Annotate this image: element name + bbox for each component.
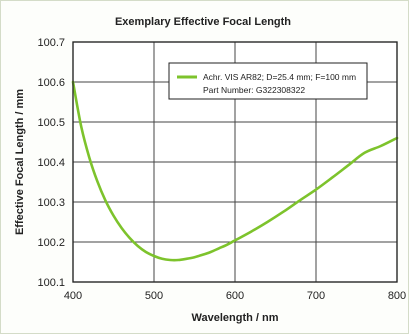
- x-tick-label: 400: [64, 290, 82, 302]
- y-axis-label: Effective Focal Length / mm: [14, 89, 26, 235]
- y-tick-label: 100.4: [37, 157, 65, 169]
- x-tick-label: 800: [388, 290, 406, 302]
- y-tick-label: 100.3: [37, 197, 65, 209]
- legend: Achr. VIS AR82; D=25.4 mm; F=100 mm Part…: [168, 62, 368, 100]
- plot-border: [72, 41, 398, 283]
- y-tick-label: 100.6: [37, 77, 65, 89]
- x-axis-label: Wavelength / nm: [192, 312, 279, 324]
- y-tick-label: 100.7: [37, 37, 65, 49]
- y-tick-label: 100.2: [37, 237, 65, 249]
- legend-box: [168, 62, 368, 100]
- x-tick-label: 500: [145, 290, 163, 302]
- x-tick-label: 700: [307, 290, 325, 302]
- legend-series-label: Achr. VIS AR82; D=25.4 mm; F=100 mm: [203, 72, 356, 82]
- chart-title: Exemplary Effective Focal Length: [115, 16, 291, 28]
- x-tick-label: 600: [226, 290, 244, 302]
- legend-part-number: Part Number: G322308322: [203, 85, 305, 95]
- tick-labels: 400 500 600 700 800 100.1 100.2 100.3 100.4 100.5…: [37, 37, 406, 302]
- y-tick-label: 100.1: [37, 277, 65, 289]
- series-line: [71, 80, 399, 262]
- y-tick-label: 100.5: [37, 117, 65, 129]
- series-layer: [71, 80, 399, 262]
